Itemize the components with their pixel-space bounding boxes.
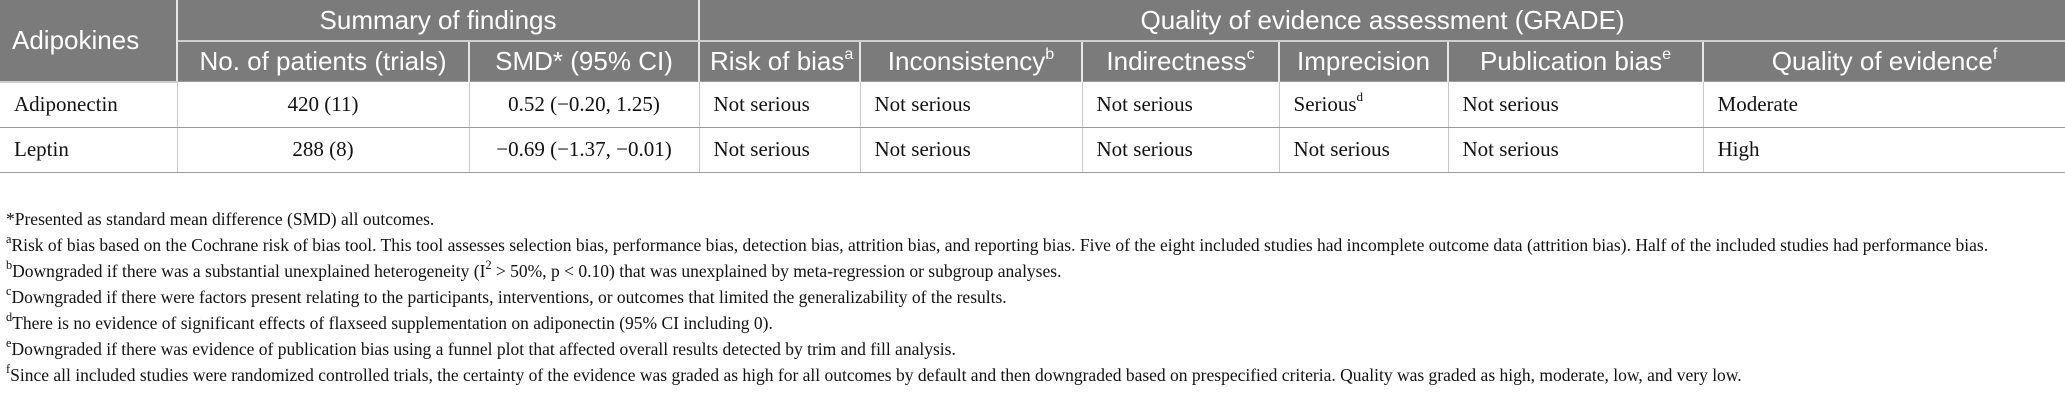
cell-adipokine: Adiponectin [0, 81, 178, 128]
footnote-marker: c [1246, 44, 1255, 63]
footnote-a: aRisk of bias based on the Cochrane risk… [6, 231, 2056, 256]
footnote-mark: e [6, 335, 12, 350]
cell-patients: 420 (11) [177, 81, 470, 128]
header-risk-of-bias: Risk of biasa [699, 41, 862, 82]
footnote-text: Presented as standard mean difference (S… [14, 209, 435, 229]
cell-inconsistency: Not serious [860, 127, 1083, 173]
table-footnotes: *Presented as standard mean difference (… [0, 208, 2056, 390]
header-imprecision: Imprecision [1279, 41, 1450, 82]
cell-adipokine: Leptin [0, 127, 178, 173]
footnote-mark: b [6, 257, 13, 272]
cell-patients: 288 (8) [177, 127, 470, 173]
footnote-star: *Presented as standard mean difference (… [6, 208, 2056, 230]
cell-smd: −0.69 (−1.37, −0.01) [469, 127, 700, 173]
footnote-marker: d [1356, 89, 1364, 105]
header-quality-of-evidence-label: Quality of evidence [1771, 46, 1993, 76]
footnote-b: bDowngraded if there was a substantial u… [6, 257, 2056, 282]
footnote-mark: d [6, 309, 13, 324]
cell-smd: 0.52 (−0.20, 1.25) [469, 81, 700, 128]
header-publication-bias-label: Publication bias [1479, 46, 1663, 76]
superscript-two: 2 [485, 257, 492, 272]
footnote-marker: b [1045, 44, 1055, 63]
header-no-patients: No. of patients (trials) [177, 41, 470, 82]
footnote-mark: f [6, 361, 11, 376]
header-risk-of-bias-label: Risk of bias [710, 46, 845, 76]
header-publication-bias: Publication biase [1448, 41, 1705, 82]
header-quality-assessment: Quality of evidence assessment (GRADE) [699, 0, 2065, 42]
header-row-top: Adipokines Summary of findings Quality o… [0, 0, 2065, 83]
cell-publication-bias: Not serious [1448, 127, 1704, 173]
cell-imprecision: Not serious [1279, 127, 1449, 173]
header-row-bottom: No. of patients (trials) SMD* (95% CI) R… [0, 41, 2065, 82]
cell-imprecision: Seriousd [1279, 81, 1449, 128]
grade-table-container: Adipokines Summary of findings Quality o… [0, 0, 2065, 173]
header-inconsistency-label: Inconsistency [887, 46, 1046, 76]
footnote-f: fSince all included studies were randomi… [6, 361, 2056, 386]
cell-risk-of-bias: Not serious [699, 127, 861, 173]
header-smd: SMD* (95% CI) [469, 41, 701, 82]
cell-imprecision-value: Serious [1293, 91, 1357, 116]
footnote-text: Downgraded if there was evidence of publ… [11, 339, 956, 359]
footnote-d: dThere is no evidence of significant eff… [6, 309, 2056, 334]
cell-indirectness: Not serious [1082, 127, 1280, 173]
footnote-c: cDowngraded if there were factors presen… [6, 283, 2056, 308]
table-row: Leptin 288 (8) −0.69 (−1.37, −0.01) Not … [0, 127, 2065, 173]
grade-evidence-table: Adipokines Summary of findings Quality o… [0, 0, 2065, 173]
footnote-e: eDowngraded if there was evidence of pub… [6, 335, 2056, 360]
footnote-marker: a [844, 44, 854, 63]
header-indirectness: Indirectnessc [1082, 41, 1281, 82]
footnote-marker: f [1992, 44, 1998, 63]
footnote-text: Downgraded if there was a substantial un… [12, 261, 486, 281]
footnote-text: Downgraded if there were factors present… [11, 287, 1007, 307]
footnote-mark: c [6, 283, 12, 298]
header-indirectness-label: Indirectness [1106, 46, 1247, 76]
table-row: Adiponectin 420 (11) 0.52 (−0.20, 1.25) … [0, 81, 2065, 128]
footnote-text: Since all included studies were randomiz… [10, 365, 1742, 385]
header-quality-of-evidence: Quality of evidencef [1703, 41, 2065, 82]
cell-publication-bias: Not serious [1448, 81, 1704, 128]
cell-risk-of-bias: Not serious [699, 81, 861, 128]
header-summary-of-findings: Summary of findings [177, 0, 701, 42]
header-inconsistency: Inconsistencyb [860, 41, 1084, 82]
cell-indirectness: Not serious [1082, 81, 1280, 128]
cell-quality: High [1703, 127, 2065, 173]
footnote-text-continued: > 50%, p < 0.10) that was unexplained by… [491, 261, 1062, 281]
footnote-mark: * [6, 209, 15, 229]
footnote-text: Risk of bias based on the Cochrane risk … [11, 235, 1989, 255]
cell-imprecision-value: Not serious [1293, 137, 1390, 161]
footnote-text: There is no evidence of significant effe… [12, 313, 773, 333]
footnote-marker: e [1662, 44, 1672, 63]
footnote-mark: a [6, 231, 12, 246]
cell-quality: Moderate [1703, 81, 2065, 128]
cell-inconsistency: Not serious [860, 81, 1083, 128]
header-adipokines: Adipokines [0, 0, 178, 83]
